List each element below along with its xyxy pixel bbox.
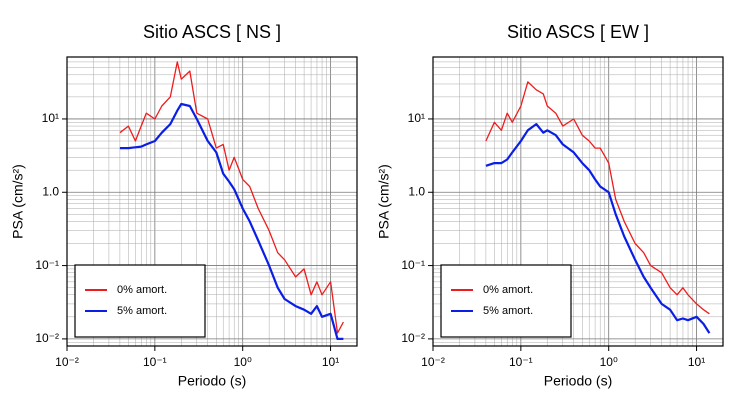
legend-label: 5% amort.: [117, 305, 167, 317]
x-tick-label: 10⁻¹: [509, 355, 533, 369]
y-axis-label: PSA (cm/s²): [10, 164, 26, 239]
x-axis-label: Periodo (s): [544, 373, 612, 389]
legend-label: 5% amort.: [483, 305, 533, 317]
chart-title: Sitio ASCS [ EW ]: [507, 22, 649, 42]
panel: 10⁻² 10⁻¹ 10⁰ 10¹ 10⁻² 10⁻¹ 1.0 10¹ Sitio ASCS […: [10, 22, 358, 389]
y-tick-label: 10⁻¹: [35, 258, 59, 272]
chart-title: Sitio ASCS [ NS ]: [143, 22, 281, 42]
x-tick-label: 10⁻²: [55, 355, 79, 369]
panel: 10⁻² 10⁻¹ 10⁰ 10¹ 10⁻² 10⁻¹ 1.0 10¹ Sitio ASCS […: [376, 22, 724, 389]
series-line: [485, 81, 710, 315]
frame: [66, 56, 358, 347]
legend-box: [440, 264, 572, 338]
x-tick-label: 10⁻²: [421, 355, 445, 369]
y-tick-label: 1.0: [408, 184, 425, 198]
x-tick-label: 10¹: [322, 355, 339, 369]
series-line: [119, 102, 344, 340]
series-line: [119, 61, 344, 334]
y-tick-label: 10¹: [42, 111, 59, 125]
series-line: [485, 123, 711, 334]
y-tick-label: 10⁻²: [35, 331, 59, 345]
x-tick-label: 10⁰: [234, 355, 252, 369]
y-tick-label: 10¹: [408, 111, 425, 125]
x-tick-label: 10⁻¹: [143, 355, 167, 369]
frame: [432, 56, 724, 347]
y-axis-label: PSA (cm/s²): [376, 164, 392, 239]
legend-label: 0% amort.: [117, 284, 167, 296]
legend-label: 0% amort.: [483, 284, 533, 296]
y-tick-label: 10⁻²: [401, 331, 425, 345]
x-tick-label: 10¹: [688, 355, 705, 369]
y-tick-label: 1.0: [42, 184, 59, 198]
legend-box: [74, 264, 206, 338]
x-tick-label: 10⁰: [600, 355, 618, 369]
x-axis-label: Periodo (s): [178, 373, 246, 389]
y-tick-label: 10⁻¹: [401, 258, 425, 272]
